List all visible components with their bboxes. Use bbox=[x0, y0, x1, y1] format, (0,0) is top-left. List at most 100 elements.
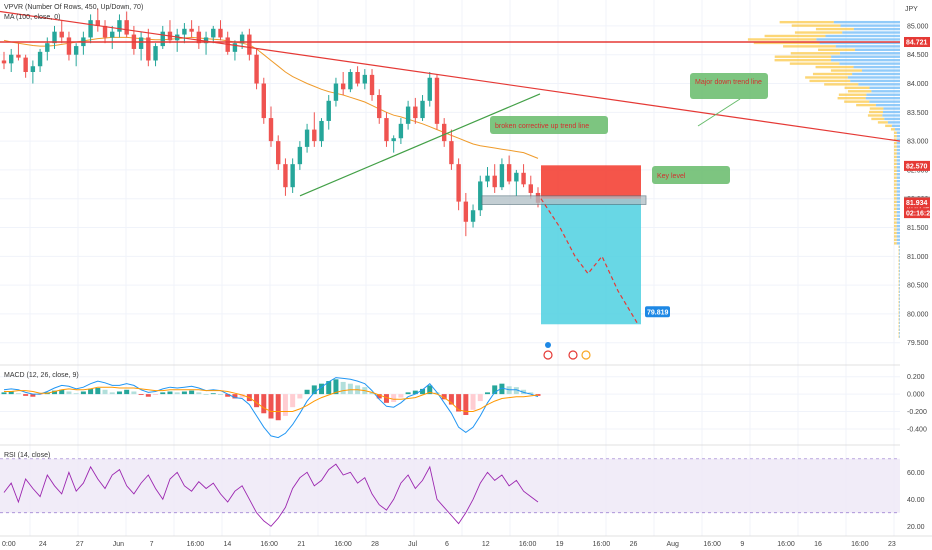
volume-bar-up bbox=[835, 45, 900, 48]
macd-histogram-bar bbox=[116, 391, 122, 395]
lightning-event-icon[interactable] bbox=[581, 350, 591, 360]
candle-body bbox=[66, 37, 72, 55]
volume-bar-down bbox=[867, 114, 883, 117]
macd-histogram-bar bbox=[326, 381, 332, 395]
event-icons[interactable] bbox=[543, 342, 591, 360]
candle-body bbox=[276, 141, 281, 165]
volume-bar-up bbox=[896, 235, 900, 238]
flag-event-icon[interactable] bbox=[543, 350, 553, 360]
candle-body bbox=[153, 46, 158, 61]
macd-histogram-bar bbox=[391, 394, 397, 402]
candle-body bbox=[189, 28, 194, 32]
annotations[interactable]: Major down trend line broken corrective … bbox=[490, 73, 768, 184]
macd-tick-label: -0.400 bbox=[907, 426, 927, 433]
macd-histogram-bar bbox=[311, 385, 317, 395]
price-tick-label: 80.000 bbox=[907, 311, 929, 318]
key-level-band[interactable] bbox=[481, 195, 647, 205]
volume-bar-up bbox=[896, 135, 900, 138]
macd-histogram-bar bbox=[297, 394, 303, 399]
macd-histogram-bar bbox=[181, 391, 187, 395]
candle-body bbox=[45, 43, 50, 52]
stop-zone[interactable] bbox=[541, 165, 641, 199]
rsi-line bbox=[3, 463, 539, 527]
calendar-event-icon[interactable] bbox=[545, 342, 551, 348]
volume-bar-down bbox=[812, 72, 853, 76]
volume-bar-up bbox=[896, 231, 900, 235]
volume-bar-down bbox=[747, 38, 817, 41]
candlesticks bbox=[1, 8, 541, 237]
time-tick-label: 24 bbox=[39, 541, 47, 548]
flag-event-icon[interactable] bbox=[568, 350, 578, 360]
time-tick-label: Jun bbox=[113, 541, 124, 548]
volume-bar-down bbox=[844, 86, 870, 90]
macd-histogram-bar bbox=[15, 393, 21, 395]
macd-histogram-bar bbox=[304, 389, 310, 395]
volume-bar-up bbox=[896, 211, 900, 214]
volume-bar-up bbox=[896, 217, 900, 221]
macd-histogram-bar bbox=[340, 381, 346, 395]
candle-body bbox=[297, 146, 303, 165]
price-tick-label: 80.500 bbox=[907, 283, 929, 290]
time-tick-label: 26 bbox=[630, 541, 638, 548]
rsi-tick-label: 40.00 bbox=[907, 497, 925, 504]
broken-up-trend-note[interactable]: broken corrective up trend line bbox=[490, 116, 608, 134]
price-badge bbox=[904, 160, 930, 171]
volume-bar-up bbox=[899, 332, 900, 335]
volume-bar-down bbox=[898, 245, 900, 249]
time-axis[interactable]: 0:00 24 27 Jun 7 16:00 14 16:00 21 16:00 28 Jul 6 12 1… bbox=[2, 541, 896, 548]
volume-bar-up bbox=[899, 276, 900, 280]
candle-body bbox=[254, 54, 259, 84]
target-zone[interactable] bbox=[541, 198, 641, 325]
volume-bar-down bbox=[898, 335, 900, 338]
macd-histogram-bar bbox=[203, 394, 209, 395]
volume-bar-up bbox=[899, 325, 900, 328]
volume-bar-up bbox=[842, 31, 900, 34]
candle-body bbox=[146, 37, 151, 61]
candle-body bbox=[30, 66, 36, 72]
volume-bar-down bbox=[764, 34, 826, 38]
volume-bar-down bbox=[894, 204, 897, 207]
note-connector bbox=[697, 98, 741, 127]
volume-bar-down bbox=[885, 124, 892, 128]
volume-bar-down bbox=[894, 221, 897, 224]
drawings[interactable]: 79.819 bbox=[0, 10, 901, 325]
macd-pane bbox=[0, 376, 900, 439]
macd-histogram-bar bbox=[463, 394, 469, 416]
volume-bar-down bbox=[894, 166, 897, 169]
volume-bar-down bbox=[824, 83, 859, 86]
candle-body bbox=[470, 210, 476, 222]
volume-bar-down bbox=[898, 273, 900, 276]
note-box bbox=[690, 73, 768, 99]
up-trend-line[interactable] bbox=[299, 93, 541, 197]
volume-bar-down bbox=[894, 217, 897, 221]
vpvr-label: VPVR (Number Of Rows, 450, Up/Down, 70) bbox=[4, 4, 143, 11]
macd-histogram-bar bbox=[23, 394, 29, 396]
volume-bar-up bbox=[899, 314, 900, 318]
price-tick-label: 79.500 bbox=[907, 340, 929, 347]
volume-bar-up bbox=[839, 52, 900, 55]
volume-bar-up bbox=[882, 114, 900, 117]
volume-bar-up bbox=[896, 179, 900, 183]
key-level-note[interactable]: Key level bbox=[652, 166, 730, 184]
volume-bar-up bbox=[875, 103, 900, 107]
volume-bar-up bbox=[899, 287, 900, 290]
volume-bar-down bbox=[838, 93, 867, 96]
macd-histogram-bar bbox=[254, 394, 260, 408]
volume-bar-up bbox=[896, 145, 900, 148]
macd-histogram-bar bbox=[535, 394, 541, 396]
volume-bar-up bbox=[899, 318, 900, 321]
volume-bar-down bbox=[898, 293, 900, 297]
volume-bar-down bbox=[844, 100, 870, 103]
candle-body bbox=[348, 72, 353, 90]
rsi-band bbox=[0, 458, 900, 513]
volume-bar-up bbox=[899, 252, 900, 255]
down-trend-line[interactable] bbox=[0, 10, 901, 142]
volume-bar-down bbox=[871, 117, 885, 121]
volume-bar-up bbox=[896, 207, 900, 210]
candle-body bbox=[23, 57, 28, 72]
time-tick-label: 9 bbox=[740, 541, 744, 548]
major-down-trend-note[interactable]: Major down trend line bbox=[690, 73, 768, 99]
currency-label: JPY bbox=[905, 6, 918, 13]
volume-profile bbox=[747, 20, 900, 338]
